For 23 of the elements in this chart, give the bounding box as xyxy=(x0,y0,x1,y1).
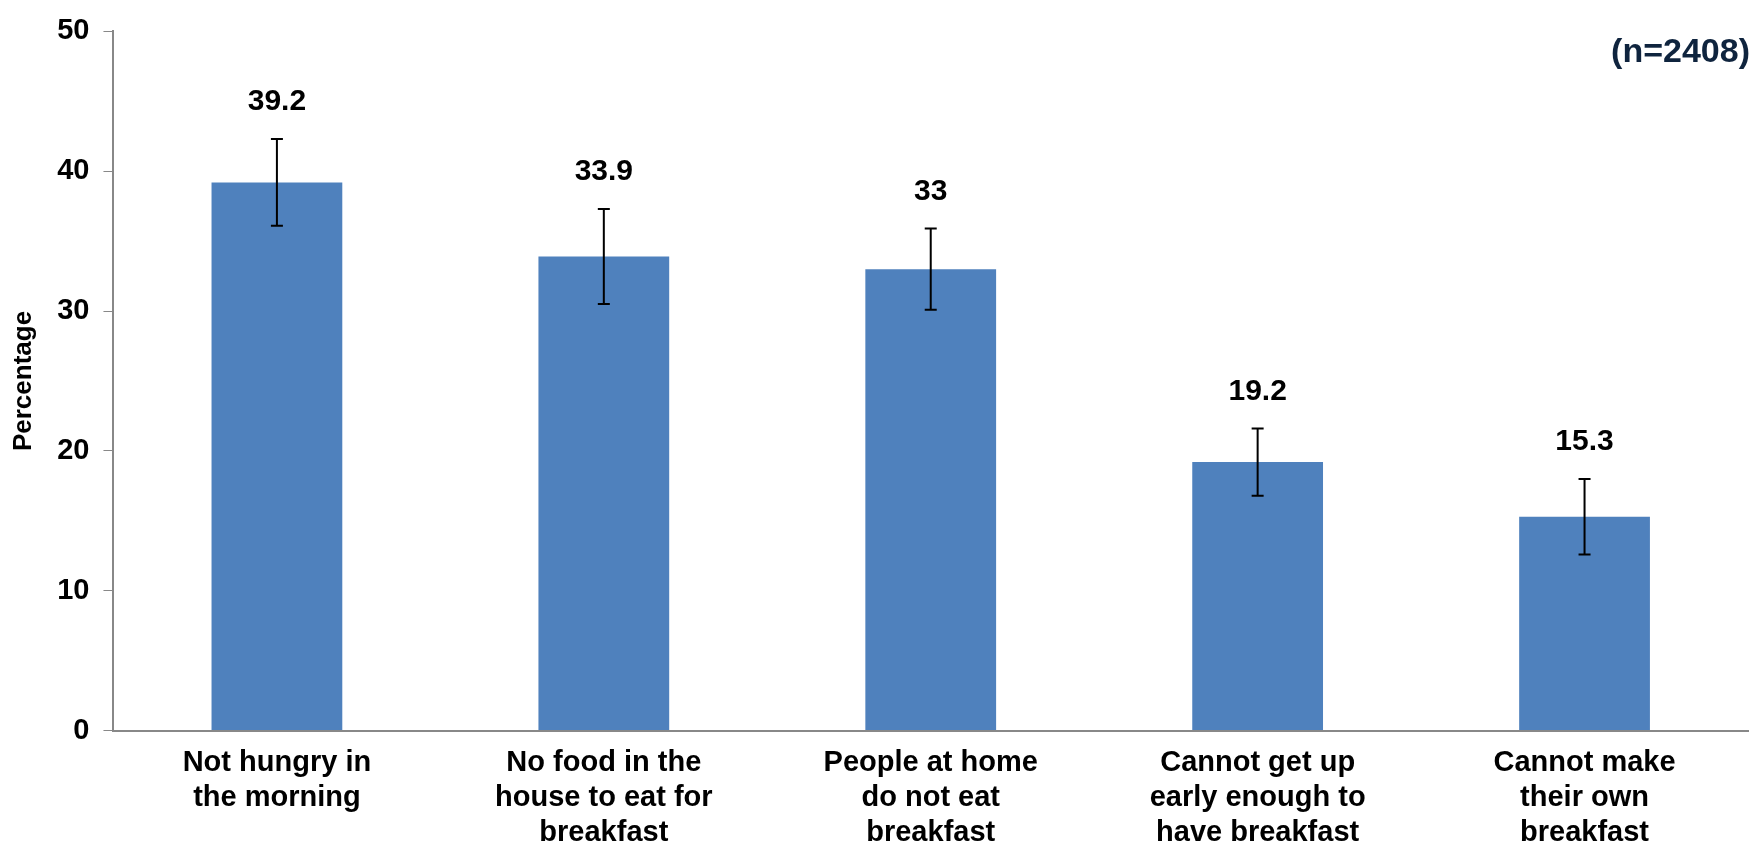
data-label: 15.3 xyxy=(1555,423,1614,457)
x-tick-label: Cannot get up early enough to have breakfast xyxy=(1149,745,1366,847)
y-tick-label: 30 xyxy=(57,293,90,326)
bar xyxy=(1192,462,1324,731)
bar xyxy=(1519,516,1650,731)
y-tick-label: 0 xyxy=(73,712,90,745)
y-tick-label: 50 xyxy=(57,13,90,46)
y-axis-title: Percentage xyxy=(6,310,37,452)
annotation: (n=2408) xyxy=(1611,31,1750,70)
x-tick-label: Cannot make their own breakfast xyxy=(1493,745,1676,847)
bar xyxy=(865,269,997,731)
data-label: 19.2 xyxy=(1228,372,1287,406)
data-label: 33.9 xyxy=(574,153,634,187)
y-tick-label: 20 xyxy=(57,432,90,465)
y-tick-label: 10 xyxy=(57,572,90,605)
data-label: 33 xyxy=(914,172,948,206)
data-label: 39.2 xyxy=(247,83,307,117)
x-tick-label: People at home do not eat breakfast xyxy=(823,745,1038,847)
x-tick-label: No food in the house to eat for breakfast xyxy=(495,745,713,847)
bar xyxy=(211,182,343,731)
bar xyxy=(538,256,670,731)
x-tick-label: Not hungry in the morning xyxy=(182,745,372,812)
y-tick-label: 40 xyxy=(57,153,90,186)
